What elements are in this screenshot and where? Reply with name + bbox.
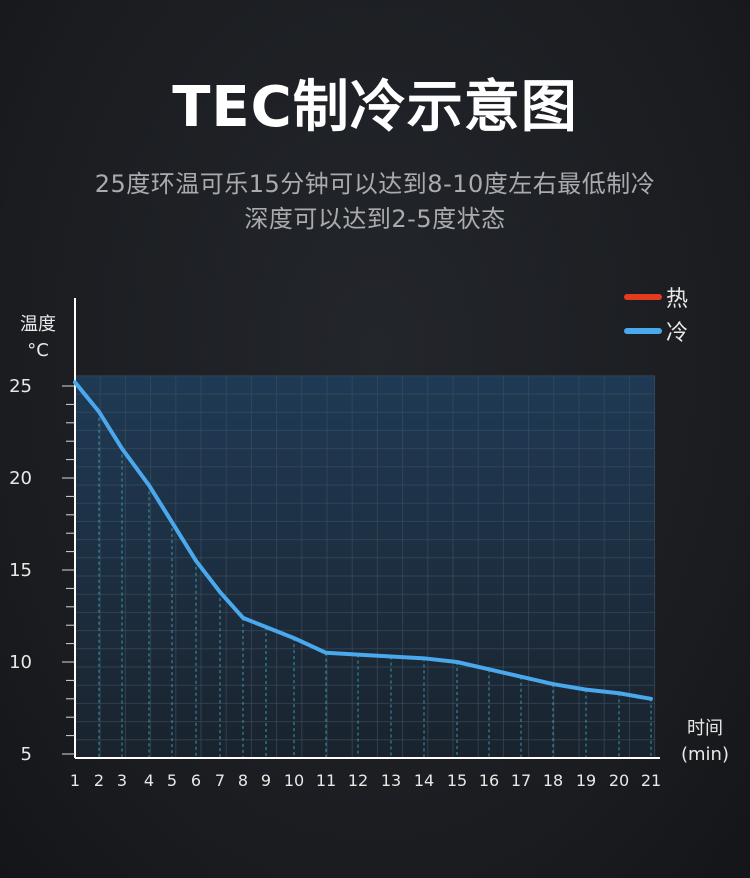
x-tick-label: 1 [70,771,80,790]
x-tick-label: 15 [447,771,467,790]
x-tick-label: 21 [641,771,661,790]
y-tick-label: 25 [9,376,32,397]
legend-item-hot: 热 [624,282,688,312]
x-tick-label: 4 [144,771,154,790]
x-tick-label: 8 [238,771,248,790]
x-axis-label: 时间 (min) [681,718,729,765]
x-tick-label: 11 [316,771,336,790]
legend-label-hot: 热 [666,287,689,312]
x-tick-label: 14 [414,771,434,790]
y-tick-label: 20 [9,468,32,489]
x-tick-label: 19 [576,771,596,790]
x-tick-label: 13 [381,771,401,790]
subtitle-line-1: 25度环温可乐15分钟可以达到8-10度左右最低制冷 [94,170,656,198]
x-tick-label: 6 [191,771,201,790]
x-tick-label: 20 [609,771,629,790]
x-tick-label: 2 [94,771,104,790]
legend-label-cold: 冷 [666,321,689,346]
x-tick-label: 18 [543,771,563,790]
subtitle-line-2: 深度可以达到2-5度状态 [244,205,506,233]
x-tick-label: 10 [284,771,304,790]
y-axis-label: 温度 °C [20,314,56,361]
legend-item-cold: 冷 [624,316,688,346]
page-title: TEC制冷示意图 [172,75,578,140]
plot-area [75,376,655,758]
x-tick-label: 17 [511,771,531,790]
y-tick-label: 15 [9,560,32,581]
legend-swatch-cold [624,328,662,334]
x-tick-label: 3 [117,771,127,790]
x-tick-label: 7 [215,771,225,790]
x-tick-label: 9 [261,771,271,790]
x-tick-label: 12 [348,771,368,790]
y-tick-label: 10 [9,652,32,673]
x-tick-label: 5 [167,771,177,790]
y-tick-label: 5 [21,744,32,765]
series-line-cold [73,380,653,701]
x-tick-label: 16 [479,771,499,790]
legend-swatch-hot [624,294,662,300]
